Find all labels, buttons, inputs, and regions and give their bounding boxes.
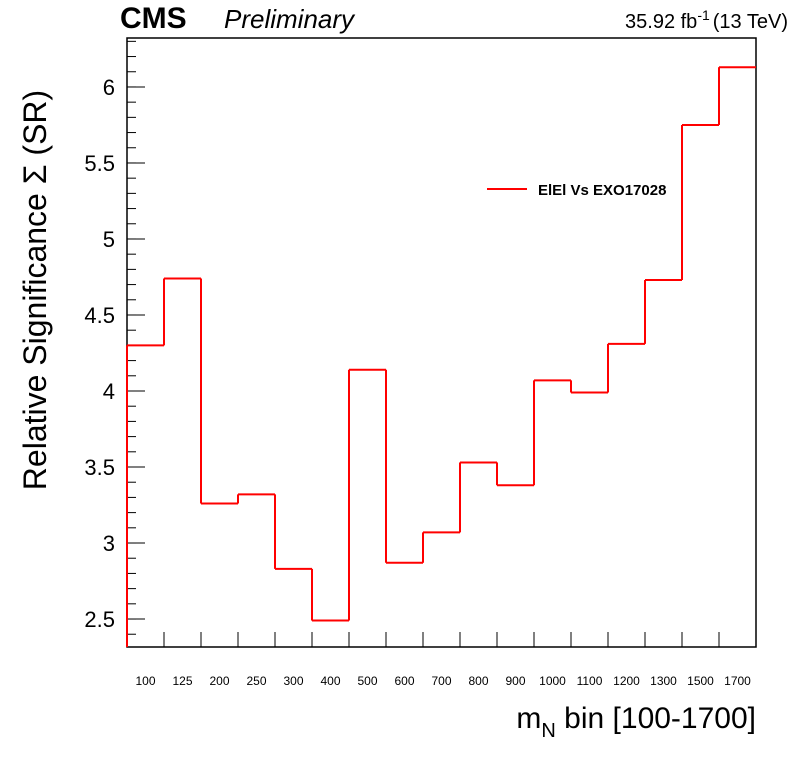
lumi: 35.92 fb bbox=[625, 11, 697, 33]
x-tick-label: 400 bbox=[320, 674, 340, 688]
x-tick-label: 100 bbox=[135, 674, 155, 688]
x-tick-label: 700 bbox=[431, 674, 451, 688]
energy: (13 TeV) bbox=[713, 11, 788, 33]
y-tick-label: 6 bbox=[103, 75, 115, 100]
x-tick-label: 125 bbox=[172, 674, 192, 688]
x-tick-label: 900 bbox=[505, 674, 525, 688]
x-tick-label: 1500 bbox=[687, 674, 714, 688]
status-label: Preliminary bbox=[224, 4, 356, 34]
y-tick-label: 3 bbox=[103, 531, 115, 556]
y-tick-label: 2.5 bbox=[84, 607, 115, 632]
lumi-exponent: -1 bbox=[697, 7, 710, 23]
x-title-sub: N bbox=[541, 720, 555, 742]
x-tick-label: 1700 bbox=[724, 674, 751, 688]
x-title-main: m bbox=[516, 702, 541, 735]
x-tick-label: 200 bbox=[209, 674, 229, 688]
lumi-label: 35.92 fb-1 (13 TeV) bbox=[625, 7, 788, 33]
y-tick-label: 3.5 bbox=[84, 455, 115, 480]
x-tick-label: 250 bbox=[246, 674, 266, 688]
x-title-rest: bin [100-1700] bbox=[556, 702, 756, 735]
y-tick-label: 4.5 bbox=[84, 303, 115, 328]
x-axis-title: mN bin [100-1700] bbox=[516, 702, 756, 742]
legend-label: ElEl Vs EXO17028 bbox=[538, 182, 666, 199]
y-tick-label: 5 bbox=[103, 227, 115, 252]
x-tick-label: 800 bbox=[468, 674, 488, 688]
x-tick-label: 500 bbox=[357, 674, 377, 688]
x-tick-label: 1200 bbox=[613, 674, 640, 688]
x-tick-label: 600 bbox=[394, 674, 414, 688]
experiment-label: CMS bbox=[120, 2, 187, 35]
x-tick-label: 1300 bbox=[650, 674, 677, 688]
x-tick-label: 300 bbox=[283, 674, 303, 688]
plot-frame bbox=[126, 37, 757, 648]
y-tick-label: 5.5 bbox=[84, 151, 115, 176]
y-tick-label: 4 bbox=[103, 379, 115, 404]
y-axis-title: Relative Significance Σ (SR) bbox=[17, 90, 53, 490]
x-tick-label: 1000 bbox=[539, 674, 566, 688]
x-tick-label: 1100 bbox=[577, 674, 603, 688]
